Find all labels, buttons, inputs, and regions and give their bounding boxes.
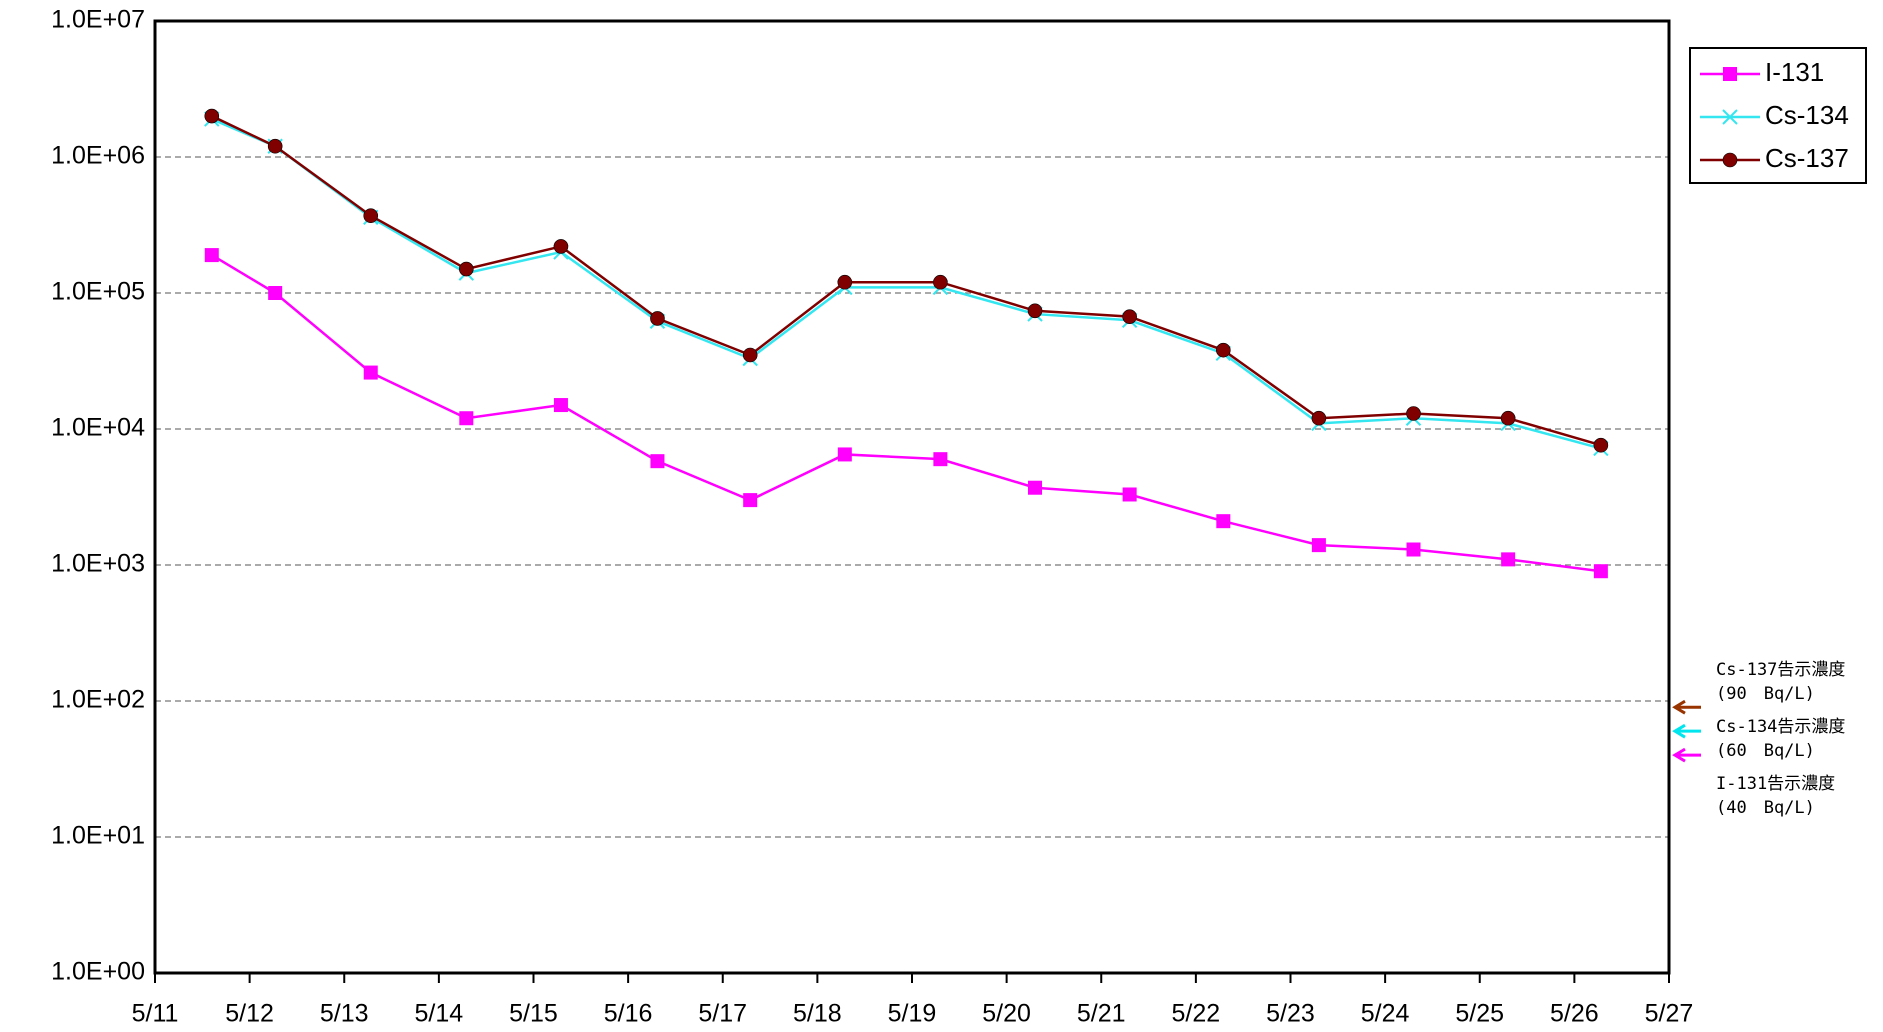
x-tick-label: 5/22 [1172,1000,1221,1028]
x-tick-label: 5/26 [1550,1000,1599,1028]
legend-marker [1723,67,1737,81]
x-tick-label: 5/20 [982,1000,1031,1028]
x-tick-label: 5/21 [1077,1000,1126,1028]
data-point [363,208,379,224]
y-tick-label: 1.0E+06 [51,142,145,170]
x-tick-label: 5/13 [320,1000,369,1028]
data-point [933,452,948,467]
data-point [1122,487,1137,502]
data-point [1500,410,1516,426]
x-tick-label: 5/19 [888,1000,937,1028]
x-tick-label: 5/25 [1455,1000,1504,1028]
annotation-note: (40 Bq/L) [1716,798,1815,818]
legend-marker [1722,152,1738,168]
data-point [1216,514,1231,529]
data-point [459,411,474,426]
annotation-text: Cs-137告示濃度 [1716,660,1845,680]
legend-label: I-131 [1765,57,1824,87]
data-point [459,261,474,277]
y-tick-label: 1.0E+07 [51,6,145,34]
data-point [553,398,568,413]
x-tick-label: 5/23 [1266,1000,1315,1028]
x-tick-label: 5/18 [793,1000,842,1028]
y-tick-label: 1.0E+03 [51,550,145,578]
data-point [553,239,569,254]
data-point [1027,303,1043,319]
data-point [650,311,665,326]
plot-frame [153,19,1671,975]
data-point [742,347,758,363]
y-tick-label: 1.0E+05 [51,278,145,306]
series-line [211,254,1602,573]
y-tick-label: 1.0E+04 [51,414,145,442]
annotation-text: I-131告示濃度 [1716,774,1835,794]
data-point [1311,410,1327,426]
y-tick-label: 1.0E+00 [51,958,145,986]
series-line [211,114,1602,447]
legend-label: Cs-134 [1765,100,1849,130]
x-tick-label: 5/11 [132,1000,179,1028]
limit-arrow [1672,747,1701,763]
data-point [363,365,378,380]
x-tick-label: 5/24 [1361,1000,1410,1028]
annotation-note: (90 Bq/L) [1716,684,1815,704]
data-point [650,454,665,469]
y-tick-label: 1.0E+02 [51,686,145,714]
legend-label: Cs-137 [1765,143,1849,173]
data-point [743,493,758,508]
data-point [837,274,853,290]
limit-arrow [1672,699,1701,715]
x-tick-label: 5/17 [698,1000,747,1028]
data-point [1501,552,1516,567]
data-point [1311,538,1326,553]
data-point [933,274,948,290]
data-point [204,248,219,263]
x-tick-label: 5/16 [604,1000,653,1028]
data-point [1122,309,1137,324]
x-tick-label: 5/15 [509,1000,558,1028]
limit-arrow [1672,723,1701,739]
data-point [1593,564,1608,579]
data-point [267,138,283,154]
data-point [1216,342,1231,358]
legend-marker [1722,109,1738,125]
data-point [1406,542,1421,557]
data-point [1593,437,1609,453]
data-point [837,447,852,462]
x-tick-label: 5/12 [225,1000,274,1028]
annotation-note: (60 Bq/L) [1716,741,1815,761]
data-point [1028,480,1043,495]
data-point [204,108,220,124]
y-tick-label: 1.0E+01 [51,822,145,850]
annotation-text: Cs-134告示濃度 [1716,717,1845,737]
x-tick-label: 5/14 [415,1000,464,1028]
x-tick-label: 5/27 [1645,1000,1694,1028]
series-line [211,117,1602,450]
data-point [1406,406,1421,421]
data-point [268,286,283,300]
